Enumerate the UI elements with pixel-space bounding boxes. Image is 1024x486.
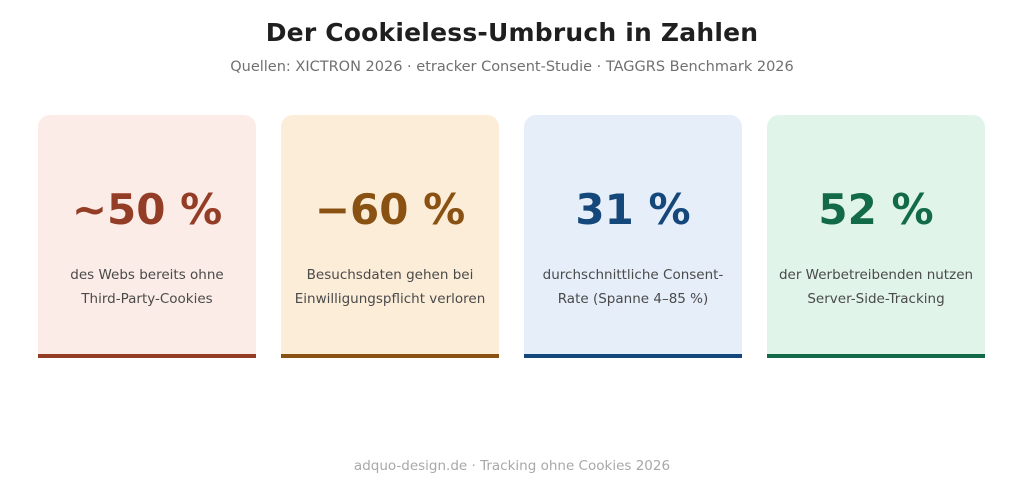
page-title: Der Cookieless-Umbruch in Zahlen: [265, 18, 759, 47]
stat-description: durchschnittliche Consent- Rate (Spanne …: [524, 264, 742, 311]
stat-description-line: Third-Party-Cookies: [81, 290, 213, 307]
stat-card-visit-data-loss: −60 % Besuchsdaten gehen bei Einwilligun…: [281, 115, 499, 358]
accent-bar: [281, 354, 499, 358]
stat-value: −60 %: [314, 185, 466, 234]
stat-description-line: Server-Side-Tracking: [807, 290, 945, 307]
stat-card-server-side-tracking: 52 % der Werbetreibenden nutzen Server-S…: [767, 115, 985, 358]
stat-value: ~50 %: [71, 185, 223, 234]
stat-description-line: Rate (Spanne 4–85 %): [557, 290, 709, 307]
stat-value: 31 %: [575, 185, 691, 234]
stat-description-line: Besuchsdaten gehen bei: [306, 267, 474, 283]
footer-credit: adquo-design.de · Tracking ohne Cookies …: [353, 458, 671, 474]
stat-description: des Webs bereits ohne Third-Party-Cookie…: [38, 264, 256, 311]
stat-description-line: Einwilligungspflicht verloren: [294, 290, 486, 307]
stat-card-third-party-cookies: ~50 % des Webs bereits ohne Third-Party-…: [38, 115, 256, 358]
stat-card-consent-rate: 31 % durchschnittliche Consent- Rate (Sp…: [524, 115, 742, 358]
accent-bar: [524, 354, 742, 358]
stat-value: 52 %: [818, 185, 934, 234]
accent-bar: [767, 354, 985, 358]
page-subtitle-sources: Quellen: XICTRON 2026 · etracker Consent…: [230, 59, 794, 75]
stat-description-line: der Werbetreibenden nutzen: [778, 267, 974, 283]
stat-description: der Werbetreibenden nutzen Server-Side-T…: [767, 264, 985, 311]
stat-description: Besuchsdaten gehen bei Einwilligungspfli…: [281, 264, 499, 311]
accent-bar: [38, 354, 256, 358]
stat-description-line: des Webs bereits ohne: [70, 267, 224, 283]
stat-description-line: durchschnittliche Consent-: [542, 267, 724, 283]
